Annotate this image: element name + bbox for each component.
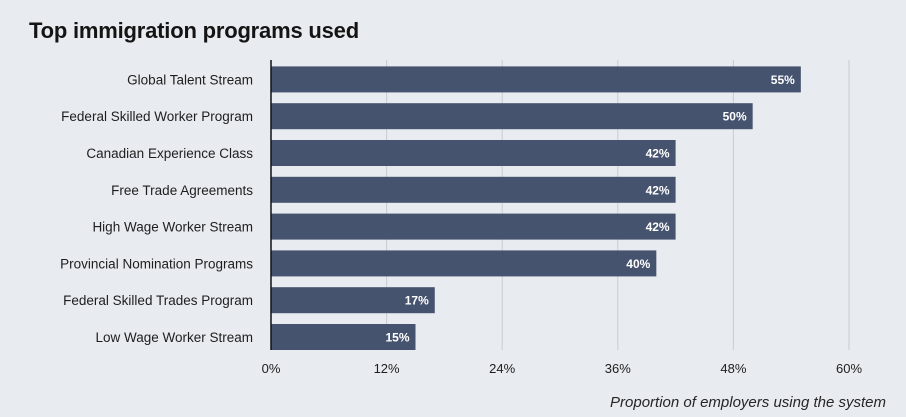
x-tick-label: 0% <box>262 361 281 376</box>
x-tick-label: 12% <box>374 361 400 376</box>
x-tick-label: 24% <box>489 361 515 376</box>
bar-value-label: 42% <box>646 220 670 234</box>
category-label: Federal Skilled Worker Program <box>61 109 253 124</box>
category-label: High Wage Worker Stream <box>92 220 253 235</box>
category-label: Global Talent Stream <box>127 72 253 87</box>
bar <box>271 324 416 350</box>
category-label: Federal Skilled Trades Program <box>63 293 253 308</box>
bar-value-label: 15% <box>385 331 409 345</box>
category-label: Low Wage Worker Stream <box>95 330 253 345</box>
x-tick-label: 48% <box>720 361 746 376</box>
bar <box>271 140 676 166</box>
category-label: Free Trade Agreements <box>111 183 253 198</box>
category-labels: Global Talent Stream Federal Skilled Work… <box>60 72 253 345</box>
bar <box>271 66 801 93</box>
bar <box>271 287 435 314</box>
category-label: Provincial Nomination Programs <box>60 256 253 271</box>
x-tick-labels: 0% 12% 24% 36% 48% 60% <box>262 361 863 376</box>
bar <box>271 176 676 203</box>
bar <box>271 213 676 240</box>
bar-value-label: 42% <box>646 183 670 197</box>
category-label: Canadian Experience Class <box>86 146 253 161</box>
bar-value-label: 17% <box>405 294 429 308</box>
bar <box>271 103 753 130</box>
x-axis-label: Proportion of employers using the system <box>610 394 886 411</box>
bar-value-label: 50% <box>723 110 747 124</box>
bar-value-label: 55% <box>771 73 795 87</box>
x-tick-label: 60% <box>836 361 862 376</box>
x-tick-label: 36% <box>605 361 631 376</box>
bar-value-label: 40% <box>626 257 650 271</box>
bar <box>271 250 657 277</box>
chart-title: Top immigration programs used <box>29 18 359 43</box>
bar-value-label: 42% <box>646 147 670 161</box>
bars: 55% 50% 42% 42% 42% 40% 17% 15% <box>271 66 801 350</box>
